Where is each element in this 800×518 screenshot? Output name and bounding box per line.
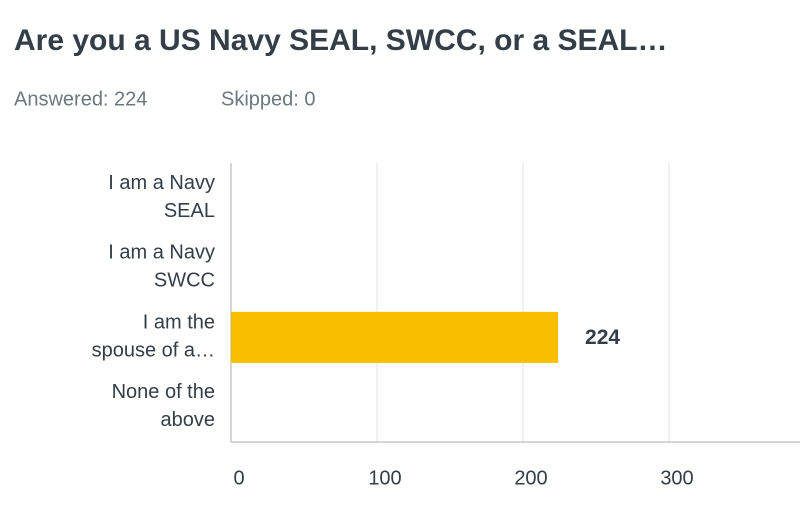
y-tick-label: I am a Navy SWCC xyxy=(108,242,215,292)
value-label: 224 xyxy=(585,326,620,349)
x-tick-label: 200 xyxy=(514,467,547,489)
bar xyxy=(231,311,559,363)
answered-count: Answered: 224 xyxy=(14,88,147,110)
y-tick-label: I am a Navy SEAL xyxy=(108,172,215,222)
x-tick-label: 0 xyxy=(233,467,244,489)
y-tick-label: I am the spouse of a… xyxy=(92,312,215,362)
y-tick-label: None of the above xyxy=(112,381,215,431)
x-tick-label: 100 xyxy=(368,467,401,489)
x-tick-label: 300 xyxy=(660,467,693,489)
chart-title: Are you a US Navy SEAL, SWCC, or a SEAL… xyxy=(14,24,667,57)
skipped-count: Skipped: 0 xyxy=(221,88,316,110)
